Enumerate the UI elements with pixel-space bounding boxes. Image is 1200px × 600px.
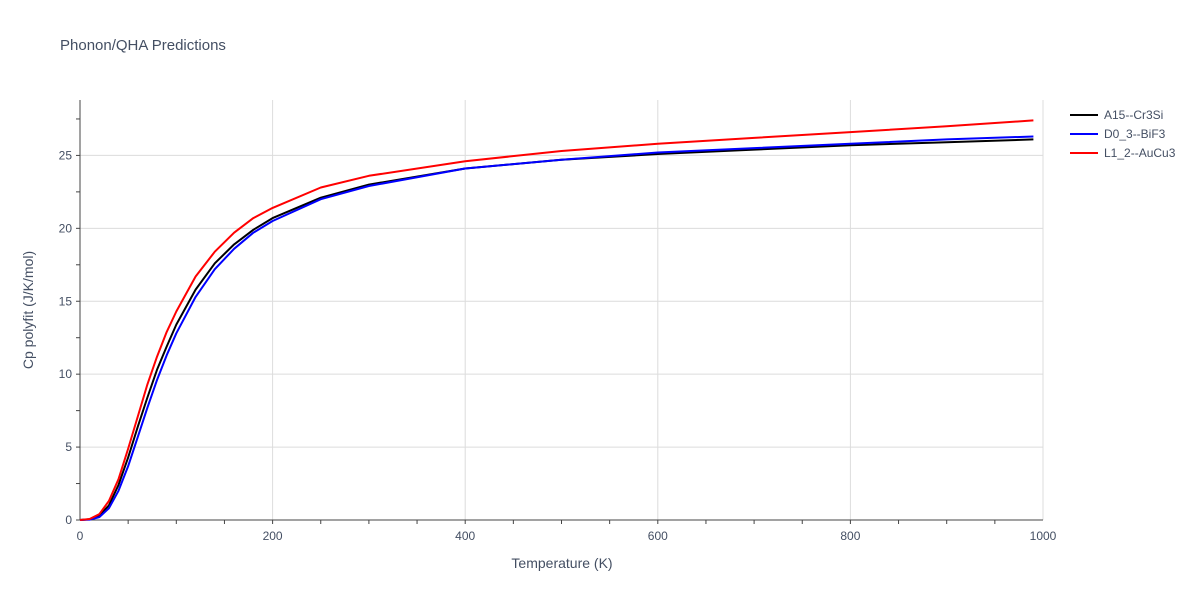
x-tick-label: 200	[263, 529, 283, 543]
series-lines	[79, 119, 1034, 521]
x-tick-label: 800	[840, 529, 860, 543]
y-tick-label: 0	[65, 513, 72, 527]
legend: A15--Cr3Si D0_3--BiF3 L1_2--AuCu3	[1070, 108, 1176, 160]
series-line-1	[79, 138, 1034, 521]
x-tick-label: 0	[77, 529, 84, 543]
legend-label: L1_2--AuCu3	[1104, 146, 1176, 160]
series-line-2	[79, 135, 1034, 521]
series-line-3	[79, 119, 1034, 521]
y-axis-title: Cp polyfit (J/K/mol)	[20, 251, 36, 369]
grid	[80, 100, 1044, 520]
x-tick-label: 600	[648, 529, 668, 543]
legend-label: D0_3--BiF3	[1104, 127, 1166, 141]
y-tick-label: 25	[59, 148, 73, 162]
y-tick-label: 20	[59, 221, 73, 235]
tick-labels: 0 200 400 600 800 1000 0 5 10 15 20 25	[59, 148, 1057, 543]
x-tick-label: 1000	[1030, 529, 1057, 543]
y-tick-label: 10	[59, 367, 73, 381]
axes	[76, 100, 1043, 524]
x-tick-label: 400	[455, 529, 475, 543]
y-tick-label: 5	[65, 440, 72, 454]
y-tick-label: 15	[59, 294, 73, 308]
chart-title: Phonon/QHA Predictions	[60, 37, 226, 54]
legend-label: A15--Cr3Si	[1104, 108, 1163, 122]
x-axis-title: Temperature (K)	[511, 555, 612, 571]
